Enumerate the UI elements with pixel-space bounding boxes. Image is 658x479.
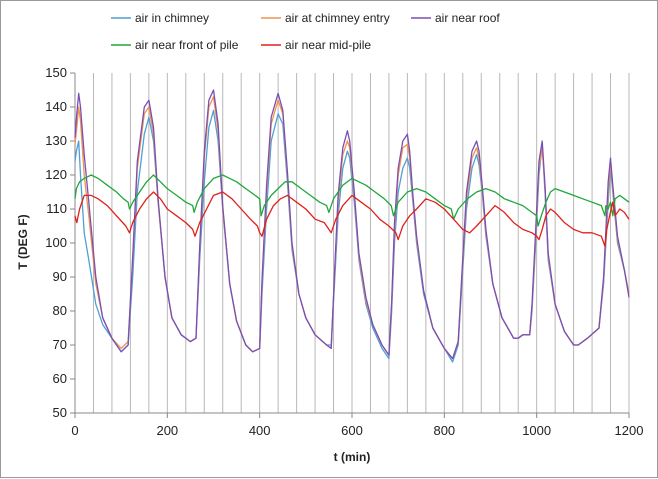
legend-label-2: air at chimney entry bbox=[285, 11, 390, 25]
legend-label-1: air in chimney bbox=[135, 11, 209, 25]
legend-label-5: air near mid-pile bbox=[285, 38, 371, 52]
y-tick-label: 90 bbox=[53, 269, 67, 284]
x-tick-label: 1200 bbox=[615, 423, 644, 438]
series-line-5 bbox=[74, 191, 630, 248]
x-tick-label: 800 bbox=[433, 423, 455, 438]
y-axis-title: T (DEG F) bbox=[16, 214, 30, 269]
y-tick-label: 110 bbox=[46, 201, 67, 216]
legend-label-4: air near front of pile bbox=[135, 38, 239, 52]
y-tick-label: 140 bbox=[45, 99, 67, 114]
vertical-grid bbox=[92, 73, 630, 413]
y-tick-label: 100 bbox=[45, 235, 67, 250]
y-tick-label: 70 bbox=[53, 337, 67, 352]
x-tick-label: 1000 bbox=[522, 423, 551, 438]
y-tick-label: 60 bbox=[53, 371, 67, 386]
axes: 50 60 70 80 90 100 110 120 130 140 150 0 200 400 600 80… bbox=[45, 65, 643, 438]
x-tick-label: 0 bbox=[71, 423, 78, 438]
y-tick-label: 80 bbox=[53, 303, 67, 318]
legend-label-3: air near roof bbox=[435, 11, 500, 25]
y-tick-label: 120 bbox=[45, 167, 67, 182]
y-tick-label: 50 bbox=[53, 405, 67, 420]
series-line-4 bbox=[74, 174, 630, 227]
x-tick-label: 200 bbox=[156, 423, 178, 438]
legend: air in chimney air at chimney entry air ne… bbox=[111, 11, 500, 52]
x-tick-label: 600 bbox=[341, 423, 363, 438]
y-tick-label: 130 bbox=[45, 133, 67, 148]
x-axis-title: t (min) bbox=[334, 450, 371, 464]
x-tick-label: 400 bbox=[249, 423, 271, 438]
y-tick-label: 150 bbox=[45, 65, 67, 80]
series-lines bbox=[74, 89, 630, 363]
series-line-3 bbox=[74, 89, 630, 360]
